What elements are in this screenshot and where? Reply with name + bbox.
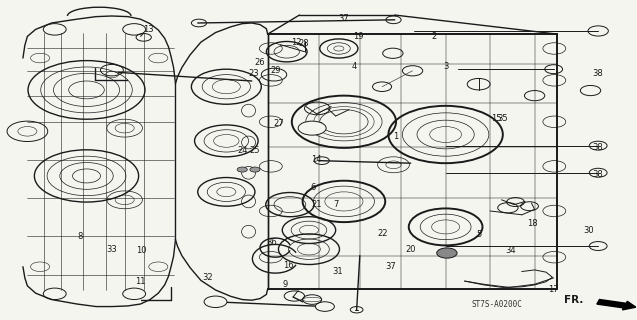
- Text: 34: 34: [505, 246, 516, 255]
- Circle shape: [437, 248, 457, 258]
- Text: 23: 23: [248, 69, 259, 78]
- Text: 21: 21: [311, 200, 322, 209]
- Text: 20: 20: [405, 245, 416, 254]
- Text: 1: 1: [394, 132, 399, 140]
- Text: 10: 10: [136, 246, 147, 255]
- Text: 33: 33: [106, 245, 117, 254]
- Text: 6: 6: [311, 183, 316, 192]
- Circle shape: [298, 121, 326, 135]
- Text: 22: 22: [378, 229, 388, 238]
- Text: 24: 24: [237, 146, 248, 155]
- Text: 32: 32: [202, 273, 213, 282]
- Text: 17: 17: [548, 284, 559, 293]
- Text: 4: 4: [352, 62, 357, 71]
- Text: 29: 29: [270, 66, 280, 75]
- Text: 38: 38: [593, 143, 603, 152]
- Text: 7: 7: [333, 200, 338, 209]
- Text: ST7S-A0200C: ST7S-A0200C: [471, 300, 522, 309]
- Text: 35: 35: [497, 114, 508, 123]
- Text: 37: 37: [338, 14, 349, 23]
- Circle shape: [250, 167, 260, 172]
- Text: 2: 2: [431, 32, 437, 41]
- Text: 38: 38: [593, 69, 603, 78]
- Text: 37: 37: [385, 262, 396, 271]
- Text: 30: 30: [583, 226, 594, 235]
- Text: 36: 36: [267, 238, 278, 247]
- Text: 5: 5: [476, 230, 482, 239]
- Text: 14: 14: [311, 155, 322, 164]
- Text: 18: 18: [527, 219, 538, 228]
- Text: 31: 31: [333, 267, 343, 276]
- Text: 26: 26: [255, 58, 266, 67]
- Text: 19: 19: [353, 32, 363, 41]
- Text: 11: 11: [135, 276, 146, 285]
- Circle shape: [315, 302, 334, 311]
- Text: 15: 15: [491, 114, 502, 123]
- Text: 9: 9: [283, 280, 288, 289]
- Text: FR.: FR.: [564, 295, 583, 305]
- Text: 8: 8: [78, 232, 83, 241]
- FancyArrow shape: [597, 300, 636, 310]
- Text: 13: 13: [143, 25, 154, 34]
- Circle shape: [237, 167, 247, 172]
- Text: 25: 25: [250, 146, 260, 155]
- Text: 3: 3: [443, 62, 448, 71]
- Text: 28: 28: [299, 39, 309, 48]
- Text: 27: 27: [273, 119, 283, 128]
- Circle shape: [204, 296, 227, 308]
- Text: 38: 38: [593, 170, 603, 179]
- Text: 12: 12: [291, 38, 301, 47]
- Text: 16: 16: [283, 261, 294, 270]
